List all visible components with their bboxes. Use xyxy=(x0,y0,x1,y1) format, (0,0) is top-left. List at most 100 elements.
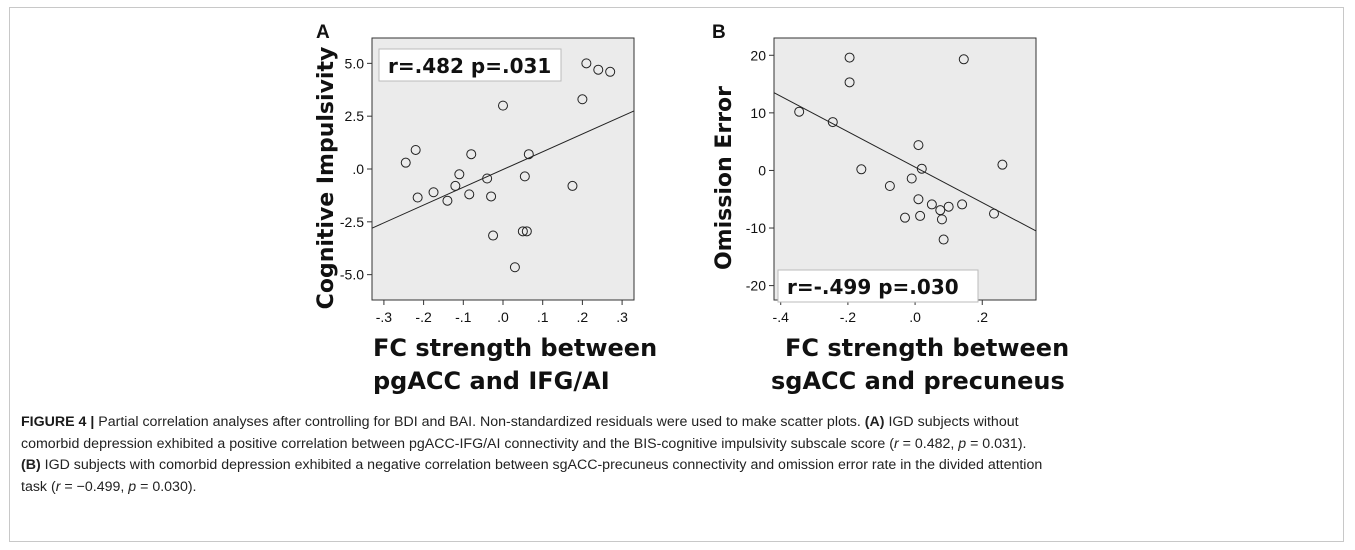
caption-tag-a: (A) xyxy=(864,414,885,430)
data-point xyxy=(519,171,530,182)
annotation-box-a xyxy=(378,48,562,82)
data-point xyxy=(428,187,439,198)
caption-label: FIGURE 4 | xyxy=(21,414,95,430)
data-point xyxy=(913,194,924,205)
annotation-b: r=-.499 p=.030 xyxy=(787,275,959,299)
points-b xyxy=(794,52,1008,245)
data-point xyxy=(412,192,423,203)
data-point xyxy=(997,159,1008,170)
data-point xyxy=(605,66,616,77)
caption-b-text2: task ( xyxy=(21,478,56,495)
fit-line-b xyxy=(773,92,1037,232)
data-point xyxy=(856,164,867,175)
data-point xyxy=(577,94,588,105)
data-point xyxy=(844,52,855,63)
annotation-a: r=.482 p=.031 xyxy=(388,54,551,78)
y-tick-label: -2.5 xyxy=(340,214,364,230)
data-point xyxy=(913,140,924,151)
data-point xyxy=(958,54,969,65)
figure-caption: FIGURE 4 | Partial correlation analyses … xyxy=(21,412,1339,498)
data-point xyxy=(517,226,528,237)
data-point xyxy=(926,199,937,210)
data-point xyxy=(482,173,493,184)
y-axis-label-b: Omission Error xyxy=(712,86,737,270)
fit-line-a xyxy=(371,110,635,229)
data-point xyxy=(957,199,968,210)
y-ticks-b: 20 10 0 -10 -20 xyxy=(746,47,774,294)
data-point xyxy=(906,173,917,184)
data-point xyxy=(989,208,1000,219)
y-ticks-a: 5.0 2.5 .0 -2.5 -5.0 xyxy=(340,55,372,283)
y-axis-label-a: Cognitive Impulsivity xyxy=(314,47,339,310)
caption-a-pval: = 0.031). xyxy=(966,435,1027,452)
y-tick-label: 10 xyxy=(750,105,766,121)
data-point xyxy=(464,189,475,200)
caption-intro: Partial correlation analyses after contr… xyxy=(94,414,865,430)
x-tick-label: .0 xyxy=(497,309,509,325)
x-ticks-a: -.3 -.2 -.1 .0 .1 .2 .3 xyxy=(376,300,628,325)
x-tick-label: -.3 xyxy=(376,309,393,325)
data-point xyxy=(794,106,805,117)
data-point xyxy=(450,180,461,191)
y-tick-label: -5.0 xyxy=(340,267,364,283)
x-axis-label-a-line1: FC strength between xyxy=(373,334,657,362)
caption-b-r: r xyxy=(55,478,61,495)
data-point xyxy=(466,149,477,160)
plot-area-b xyxy=(773,37,1037,301)
data-point xyxy=(935,205,946,216)
caption-a-text2: comorbid depression exhibited a positive… xyxy=(21,435,894,452)
data-point xyxy=(581,58,592,69)
panel-label-b: B xyxy=(712,22,726,43)
x-tick-label: .0 xyxy=(909,309,921,325)
x-tick-label: -.2 xyxy=(415,309,432,325)
y-tick-label: 20 xyxy=(750,47,766,63)
data-point xyxy=(454,169,465,180)
data-point xyxy=(844,77,855,88)
y-tick-label: -10 xyxy=(746,220,766,236)
x-tick-label: -.2 xyxy=(840,309,857,325)
data-point xyxy=(916,163,927,174)
data-point xyxy=(400,157,411,168)
y-tick-label: 0 xyxy=(758,162,766,178)
panel-label-a: A xyxy=(316,22,330,43)
x-tick-label: .2 xyxy=(976,309,988,325)
x-tick-label: -.1 xyxy=(455,309,472,325)
caption-b-p: p xyxy=(128,478,137,495)
annotation-box-b xyxy=(777,269,979,303)
y-tick-label: 2.5 xyxy=(345,108,365,124)
caption-a-r: r xyxy=(893,435,899,452)
data-point xyxy=(943,201,954,212)
data-point xyxy=(509,262,520,273)
data-point xyxy=(827,117,838,128)
x-tick-label: .1 xyxy=(537,309,549,325)
data-point xyxy=(488,230,499,241)
data-point xyxy=(486,191,497,202)
caption-b-text1: IGD subjects with comorbid depression ex… xyxy=(40,457,1043,473)
data-point xyxy=(915,210,926,221)
x-axis-label-b-line2: sgACC and precuneus xyxy=(771,367,1065,395)
x-tick-label: -.4 xyxy=(773,309,790,325)
plot-area-a xyxy=(371,37,635,301)
data-point xyxy=(567,180,578,191)
x-axis-label-b-line1: FC strength between xyxy=(785,334,1069,362)
caption-b-rval: = −0.499, xyxy=(60,478,129,495)
points-a xyxy=(400,58,616,273)
data-point xyxy=(593,64,604,75)
caption-a-text1: IGD subjects without xyxy=(884,414,1019,430)
x-tick-label: .2 xyxy=(577,309,589,325)
x-ticks-b: -.4 -.2 .0 .2 xyxy=(773,300,988,325)
data-point xyxy=(498,100,508,111)
data-point xyxy=(521,226,532,237)
data-point xyxy=(938,234,949,245)
y-tick-label: -20 xyxy=(746,278,766,294)
data-point xyxy=(884,180,895,191)
caption-a-rval: = 0.482, xyxy=(898,435,959,452)
x-axis-label-a-line2: pgACC and IFG/AI xyxy=(373,367,610,395)
data-point xyxy=(523,149,534,160)
y-tick-label: 5.0 xyxy=(345,55,365,71)
data-point xyxy=(936,214,947,225)
data-point xyxy=(900,212,910,223)
data-point xyxy=(410,144,421,155)
caption-b-pval: = 0.030). xyxy=(136,478,197,495)
